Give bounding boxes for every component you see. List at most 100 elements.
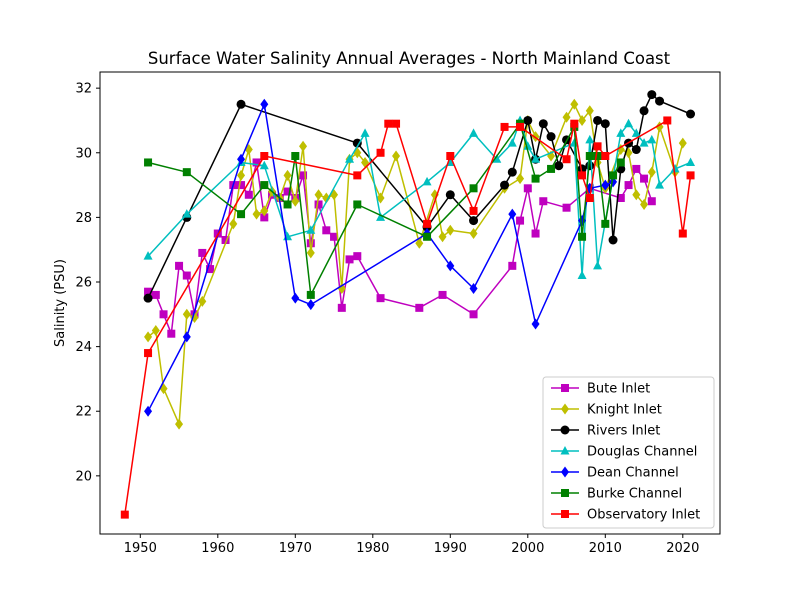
data-point-douglas-channel xyxy=(577,270,587,280)
data-point-bute-inlet xyxy=(330,232,339,241)
data-point-knight-inlet xyxy=(570,98,579,110)
data-point-dean-channel xyxy=(182,331,191,343)
data-point-rivers-inlet xyxy=(500,180,510,190)
axes-layer: 1950 1960 1970 1980 1990 2000 2010 202020222426… xyxy=(75,71,721,556)
data-point-bute-inlet xyxy=(299,171,308,180)
data-point-bute-inlet xyxy=(337,303,346,312)
y-tick-label: 30 xyxy=(75,146,92,161)
data-point-burke-channel xyxy=(291,152,300,160)
data-point-knight-inlet xyxy=(314,189,323,201)
data-point-douglas-channel xyxy=(569,138,579,147)
x-tick-label: 1960 xyxy=(201,541,234,556)
data-point-dean-channel xyxy=(237,153,246,165)
data-point-rivers-inlet xyxy=(655,96,665,106)
data-point-bute-inlet xyxy=(539,197,548,206)
y-tick-label: 20 xyxy=(75,469,92,484)
data-point-rivers-inlet xyxy=(507,167,517,177)
data-point-rivers-inlet xyxy=(546,132,556,142)
data-point-observatory-inlet xyxy=(260,152,269,160)
legend-marker xyxy=(561,510,569,518)
data-point-knight-inlet xyxy=(237,169,246,181)
x-tick-label: 2010 xyxy=(589,541,622,556)
legend-item-burke-channel: Burke Channel xyxy=(551,487,682,502)
data-point-dean-channel xyxy=(531,318,540,330)
data-point-burke-channel xyxy=(616,158,625,167)
data-point-dean-channel xyxy=(446,260,455,272)
legend-label: Observatory Inlet xyxy=(587,508,700,523)
data-point-knight-inlet xyxy=(182,308,191,320)
legend-label: Knight Inlet xyxy=(587,403,662,418)
data-point-burke-channel xyxy=(144,158,153,167)
legend-label: Burke Channel xyxy=(587,487,682,502)
data-point-observatory-inlet xyxy=(353,171,362,180)
data-point-rivers-inlet xyxy=(631,145,641,155)
data-point-knight-inlet xyxy=(632,189,641,201)
data-point-douglas-channel xyxy=(507,138,517,147)
data-point-bute-inlet xyxy=(175,261,184,270)
data-point-observatory-inlet xyxy=(120,510,129,519)
data-point-observatory-inlet xyxy=(678,229,687,238)
legend-item-observatory-inlet: Observatory Inlet xyxy=(551,508,700,523)
data-point-rivers-inlet xyxy=(577,164,587,174)
data-point-burke-channel xyxy=(353,200,362,209)
data-point-douglas-channel xyxy=(182,209,192,218)
data-point-observatory-inlet xyxy=(469,206,478,215)
data-point-observatory-inlet xyxy=(578,171,587,180)
data-point-douglas-channel xyxy=(376,212,386,221)
data-point-dean-channel xyxy=(306,299,315,311)
data-point-knight-inlet xyxy=(283,169,292,181)
data-point-rivers-inlet xyxy=(608,235,618,245)
data-point-bute-inlet xyxy=(632,164,641,173)
legend-item-dean-channel: Dean Channel xyxy=(551,466,679,481)
data-point-bute-inlet xyxy=(167,329,176,338)
data-point-rivers-inlet xyxy=(523,115,533,125)
data-point-burke-channel xyxy=(283,200,292,209)
data-point-burke-channel xyxy=(609,171,618,180)
data-point-knight-inlet xyxy=(175,418,184,430)
data-point-burke-channel xyxy=(601,219,610,228)
data-point-knight-inlet xyxy=(144,331,153,343)
data-point-burke-channel xyxy=(593,152,602,160)
legend-marker xyxy=(561,489,569,497)
legend-marker xyxy=(561,403,569,415)
legend-label: Rivers Inlet xyxy=(587,424,660,439)
data-point-douglas-channel xyxy=(360,128,370,137)
data-point-douglas-channel xyxy=(624,118,634,128)
data-point-bute-inlet xyxy=(221,236,230,244)
chart-title: Surface Water Salinity Annual Averages -… xyxy=(148,49,671,68)
data-point-knight-inlet xyxy=(678,137,687,149)
data-point-dean-channel xyxy=(291,292,300,304)
x-tick-label: 1970 xyxy=(279,541,312,556)
data-point-bute-inlet xyxy=(508,261,517,270)
data-point-douglas-channel xyxy=(523,141,533,150)
data-point-rivers-inlet xyxy=(469,216,479,226)
data-point-bute-inlet xyxy=(531,229,540,238)
data-point-bute-inlet xyxy=(237,181,246,190)
data-point-knight-inlet xyxy=(198,295,207,307)
data-point-douglas-channel xyxy=(686,157,696,166)
data-point-knight-inlet xyxy=(376,192,385,204)
data-point-bute-inlet xyxy=(353,252,362,261)
data-point-observatory-inlet xyxy=(601,152,610,160)
data-point-observatory-inlet xyxy=(663,116,672,125)
data-point-douglas-channel xyxy=(593,260,603,270)
data-point-rivers-inlet xyxy=(143,293,153,303)
data-point-knight-inlet xyxy=(229,218,238,230)
y-tick-label: 22 xyxy=(75,405,92,420)
data-point-knight-inlet xyxy=(578,114,587,126)
data-point-bute-inlet xyxy=(616,194,625,202)
data-point-rivers-inlet xyxy=(647,90,657,100)
y-tick-label: 26 xyxy=(75,276,92,291)
x-tick-label: 2020 xyxy=(666,541,699,556)
y-tick-label: 32 xyxy=(75,82,92,97)
data-point-dean-channel xyxy=(260,98,269,110)
data-point-bute-inlet xyxy=(624,181,633,190)
data-point-bute-inlet xyxy=(159,310,168,319)
data-point-bute-inlet xyxy=(182,271,191,280)
legend-item-bute-inlet: Bute Inlet xyxy=(551,382,650,397)
data-point-douglas-channel xyxy=(469,128,479,137)
data-point-bute-inlet xyxy=(345,255,354,264)
data-point-observatory-inlet xyxy=(392,119,401,128)
data-point-knight-inlet xyxy=(337,282,346,294)
